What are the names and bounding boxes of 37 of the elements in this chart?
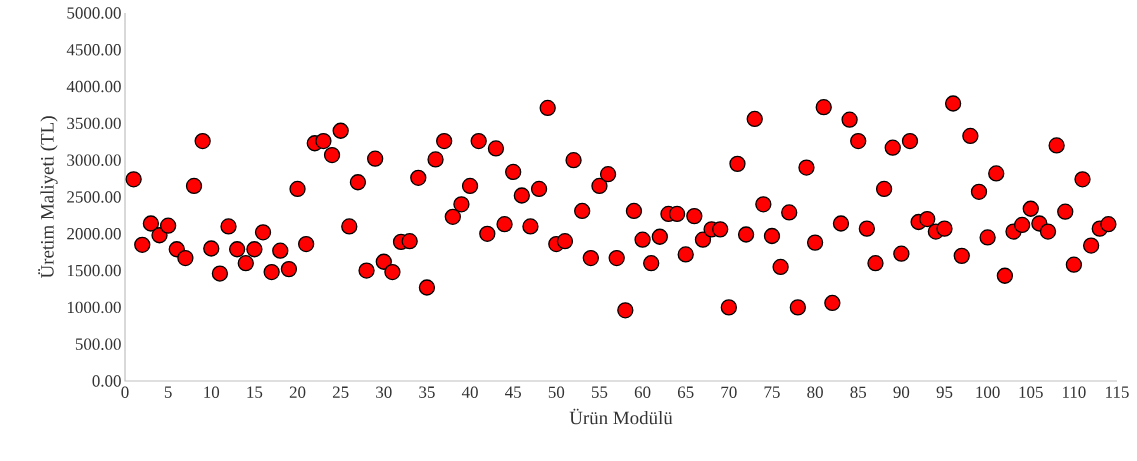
y-tick-label: 3000.00 — [67, 154, 121, 166]
x-tick-label: 105 — [1019, 386, 1043, 398]
x-tick-label: 55 — [591, 386, 608, 398]
y-tick-label: 2000.00 — [67, 228, 121, 240]
y-tick-label: 2500.00 — [67, 191, 121, 203]
x-tick-label: 35 — [419, 386, 435, 398]
x-tick-label: 75 — [764, 386, 780, 398]
x-tick-label: 60 — [634, 386, 651, 398]
x-tick-label: 45 — [505, 386, 521, 398]
x-tick-label: 0 — [121, 386, 129, 398]
x-tick-label: 50 — [548, 386, 565, 398]
x-tick-label: 25 — [332, 386, 349, 398]
x-tick-label: 100 — [976, 386, 1000, 398]
y-tick-label: 1000.00 — [67, 301, 121, 314]
y-axis-title: Üretim Maliyeti (TL) — [38, 116, 58, 279]
x-tick-label: 30 — [376, 386, 392, 398]
x-tick-label: 110 — [1062, 386, 1086, 398]
y-tick-label: 1500.00 — [67, 264, 121, 277]
x-tick-label: 70 — [721, 386, 737, 398]
x-tick-label: 115 — [1106, 386, 1129, 398]
x-tick-label: 15 — [247, 386, 263, 398]
x-tick-label: 40 — [461, 386, 478, 398]
x-tick-label: 90 — [893, 386, 910, 398]
x-tick-label: 65 — [677, 386, 694, 398]
x-tick-label: 5 — [164, 386, 172, 398]
x-tick-label: 10 — [204, 386, 220, 398]
x-tick-label: 20 — [289, 386, 306, 398]
y-tick-label: 3500.00 — [67, 117, 121, 130]
x-tick-label: 95 — [936, 386, 953, 398]
y-tick-label: 4500.00 — [66, 44, 121, 56]
x-tick-label: 80 — [807, 386, 823, 398]
y-tick-label: 4000.00 — [66, 80, 121, 93]
y-tick-label: 0.00 — [92, 375, 121, 387]
y-tick-label: 5000.00 — [67, 7, 121, 19]
x-axis-title: Ürün Modülü — [569, 408, 673, 425]
x-tick-label: 85 — [850, 386, 867, 398]
y-tick-label: 500.00 — [75, 338, 121, 350]
